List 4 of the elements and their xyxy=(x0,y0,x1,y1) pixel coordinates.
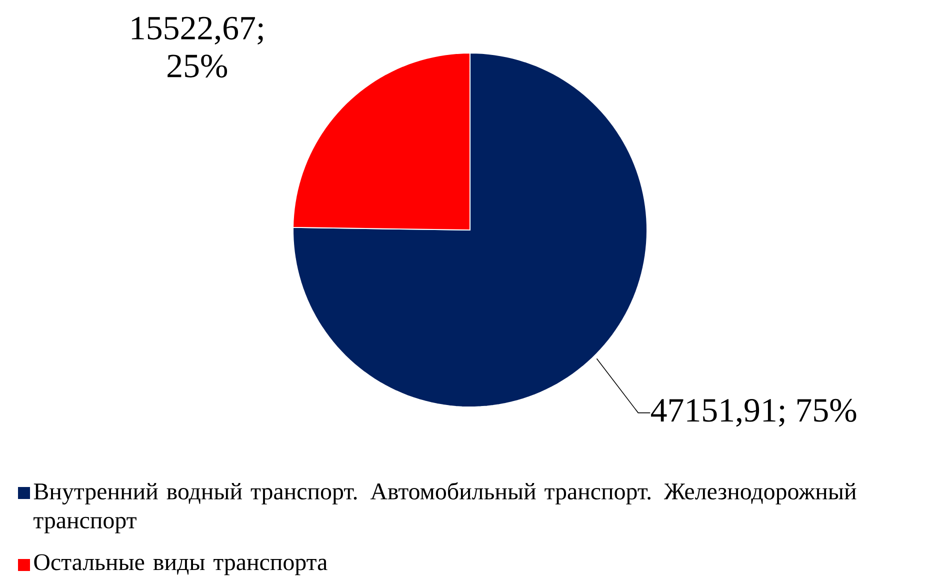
legend-label: Остальные виды транспорта xyxy=(34,554,328,576)
data-label: 47151,91; 75% xyxy=(651,398,856,427)
legend-label: Внутренний водный транспорт. Автомобильный транспорт. Железнодорожный транспорт xyxy=(34,482,856,534)
data-label: 15522,67; 25% xyxy=(132,16,263,78)
